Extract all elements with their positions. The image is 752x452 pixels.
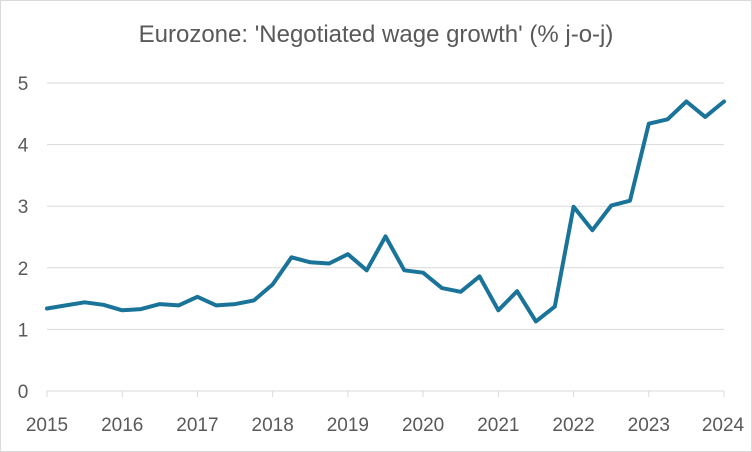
y-tick-label: 0 [18,382,29,403]
x-tick-label: 2015 [26,415,68,436]
x-tick-label: 2024 [702,415,745,436]
y-tick-label: 2 [18,259,29,280]
y-tick-label: 4 [18,136,29,157]
x-tick-label: 2021 [477,415,519,436]
x-tick-label: 2017 [176,415,218,436]
x-tick-label: 2018 [252,415,294,436]
x-tick-label: 2023 [628,415,670,436]
x-tick-label: 2022 [552,415,594,436]
chart-title: Eurozone: 'Negotiated wage growth' (% j-… [138,21,614,48]
y-tick-label: 5 [18,74,29,95]
x-tick-label: 2020 [402,415,444,436]
series-line [45,99,726,324]
x-tick-label: 2016 [101,415,143,436]
y-tick-label: 1 [18,320,29,341]
x-tick-label: 2019 [327,415,369,436]
y-tick-label: 3 [18,197,29,218]
